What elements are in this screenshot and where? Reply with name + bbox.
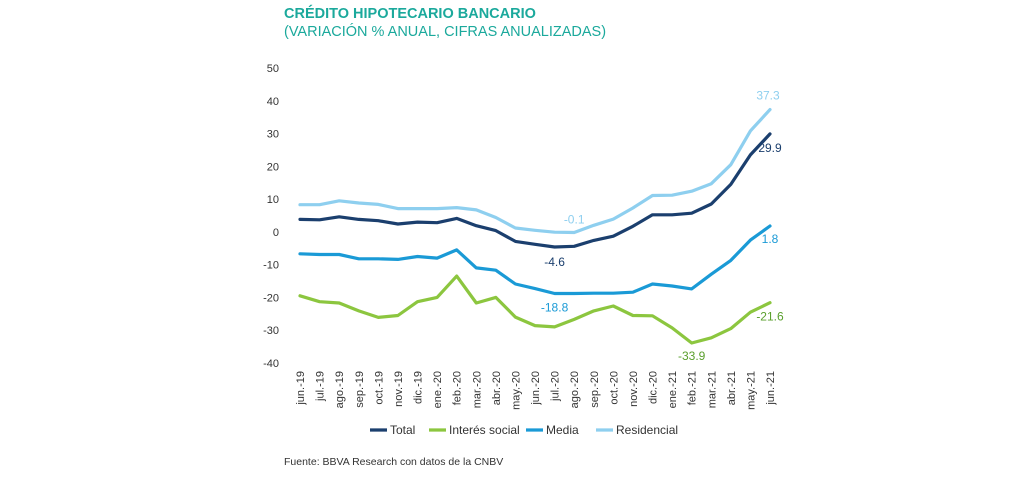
x-tick-label: oct.-19 xyxy=(373,371,385,405)
x-tick-label: nov.-19 xyxy=(393,371,405,407)
y-tick-label: -30 xyxy=(263,325,279,337)
y-tick-label: 20 xyxy=(267,161,279,173)
x-tick-label: feb.-21 xyxy=(687,371,699,405)
x-tick-label: jun.-19 xyxy=(295,371,307,406)
x-tick-label: may.-20 xyxy=(510,371,522,410)
chart-subtitle: (VARIACIÓN % ANUAL, CIFRAS ANUALIZADAS) xyxy=(284,24,607,40)
y-tick-label: 30 xyxy=(267,129,279,141)
y-tick-label: -10 xyxy=(263,260,279,272)
chart-title: CRÉDITO HIPOTECARIO BANCARIO xyxy=(284,6,536,22)
x-tick-label: jul.-20 xyxy=(550,371,562,402)
x-tick-label: mar.-21 xyxy=(706,371,718,408)
x-tick-label: sep.-19 xyxy=(354,371,366,408)
x-tick-label: nov.-20 xyxy=(628,371,640,407)
y-tick-label: -20 xyxy=(263,292,279,304)
legend-label: Residencial xyxy=(616,423,678,437)
x-tick-label: abr.-21 xyxy=(726,371,738,405)
x-tick-label: may.-21 xyxy=(745,371,757,410)
x-tick-label: jun.-21 xyxy=(765,371,777,406)
x-tick-label: oct.-20 xyxy=(608,371,620,405)
x-tick-label: ene.-20 xyxy=(432,371,444,408)
data-label: 1.8 xyxy=(762,232,779,246)
x-tick-label: ene.-21 xyxy=(667,371,679,408)
data-label: -21.6 xyxy=(756,310,784,324)
legend: Total Interés social Media Residencial xyxy=(370,423,678,437)
x-axis: jun.-19 jul.-19 ago.-19 sep.-19 oct.-19 nov.-… xyxy=(295,371,777,410)
data-label: -4.6 xyxy=(544,255,565,269)
y-tick-label: -40 xyxy=(263,358,279,370)
x-tick-label: dic.-19 xyxy=(413,371,425,404)
x-tick-label: feb.-20 xyxy=(452,371,464,405)
x-tick-label: sep.-20 xyxy=(589,371,601,408)
data-label: -0.1 xyxy=(564,213,585,227)
legend-label: Media xyxy=(546,423,579,437)
y-tick-label: 50 xyxy=(267,63,279,75)
series-line-residencial xyxy=(298,107,772,235)
x-tick-label: jul.-19 xyxy=(315,371,327,402)
y-tick-label: 40 xyxy=(267,96,279,108)
data-label: 29.9 xyxy=(758,141,782,155)
x-tick-label: dic.-20 xyxy=(648,371,660,404)
source-note: Fuente: BBVA Research con datos de la CN… xyxy=(284,456,504,468)
x-tick-label: jun.-20 xyxy=(530,371,542,406)
data-label: 37.3 xyxy=(756,89,780,103)
legend-label: Interés social xyxy=(449,423,520,437)
series-line-inter-s-social xyxy=(298,274,772,345)
data-label: -33.9 xyxy=(678,349,706,363)
series-line-total xyxy=(298,132,772,249)
series-lines xyxy=(298,107,772,345)
y-axis: 50 40 30 20 10 0 -10 -20 -30 -40 xyxy=(263,63,279,370)
y-tick-label: 10 xyxy=(267,194,279,206)
x-tick-label: ago.-19 xyxy=(334,371,346,408)
x-tick-label: abr.-20 xyxy=(491,371,503,405)
series-line-media xyxy=(298,224,772,296)
x-tick-label: ago.-20 xyxy=(569,371,581,408)
x-tick-label: mar.-20 xyxy=(471,371,483,408)
legend-label: Total xyxy=(390,423,415,437)
data-label: -18.8 xyxy=(541,301,569,315)
y-tick-label: 0 xyxy=(273,227,279,239)
data-labels: -4.6 29.9 -33.9 -21.6 -18.8 1.8 -0.1 37.3 xyxy=(541,89,784,363)
